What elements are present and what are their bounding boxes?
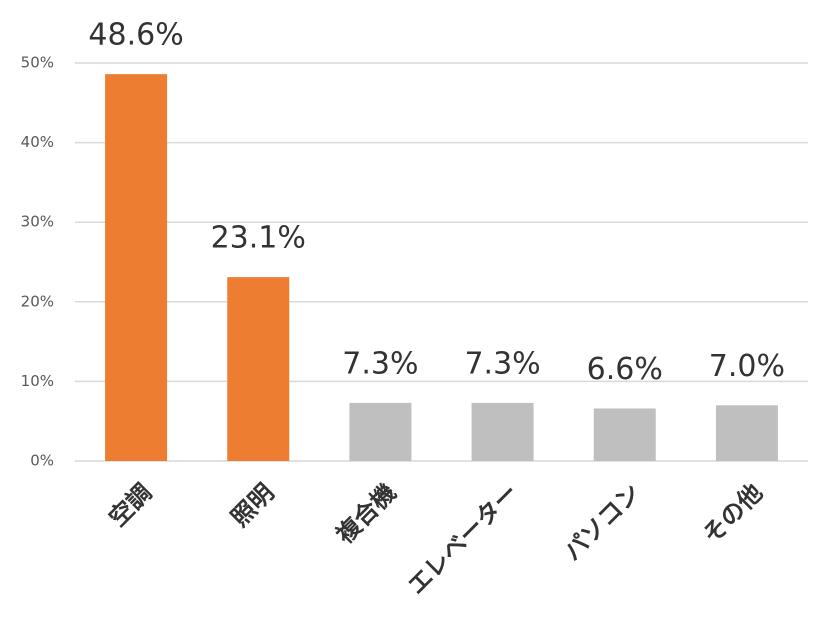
y-tick-label: 0% <box>30 452 54 470</box>
x-tick-label: 複合機 <box>331 478 402 549</box>
data-label: 7.3% <box>464 346 540 381</box>
bar <box>105 74 168 462</box>
bar <box>227 277 290 461</box>
bar <box>593 408 656 461</box>
y-tick-label: 40% <box>21 133 54 151</box>
y-tick-label: 20% <box>21 292 54 310</box>
data-label: 6.6% <box>587 352 663 387</box>
data-label: 48.6% <box>88 18 183 53</box>
data-label: 7.0% <box>709 349 785 384</box>
x-tick-label: パソコン <box>558 478 646 566</box>
bar <box>471 402 534 461</box>
data-label: 7.3% <box>342 346 418 381</box>
x-tick-label: エレベーター <box>402 478 524 600</box>
bar <box>715 405 778 461</box>
x-tick-label: 空調 <box>104 478 158 532</box>
x-tick-label: 照明 <box>226 478 280 532</box>
y-tick-label: 10% <box>21 372 54 390</box>
y-tick-label: 30% <box>21 213 54 231</box>
bar <box>349 402 412 461</box>
x-tick-label: その他 <box>697 478 768 549</box>
data-label: 23.1% <box>211 221 306 256</box>
y-tick-label: 50% <box>21 54 54 72</box>
